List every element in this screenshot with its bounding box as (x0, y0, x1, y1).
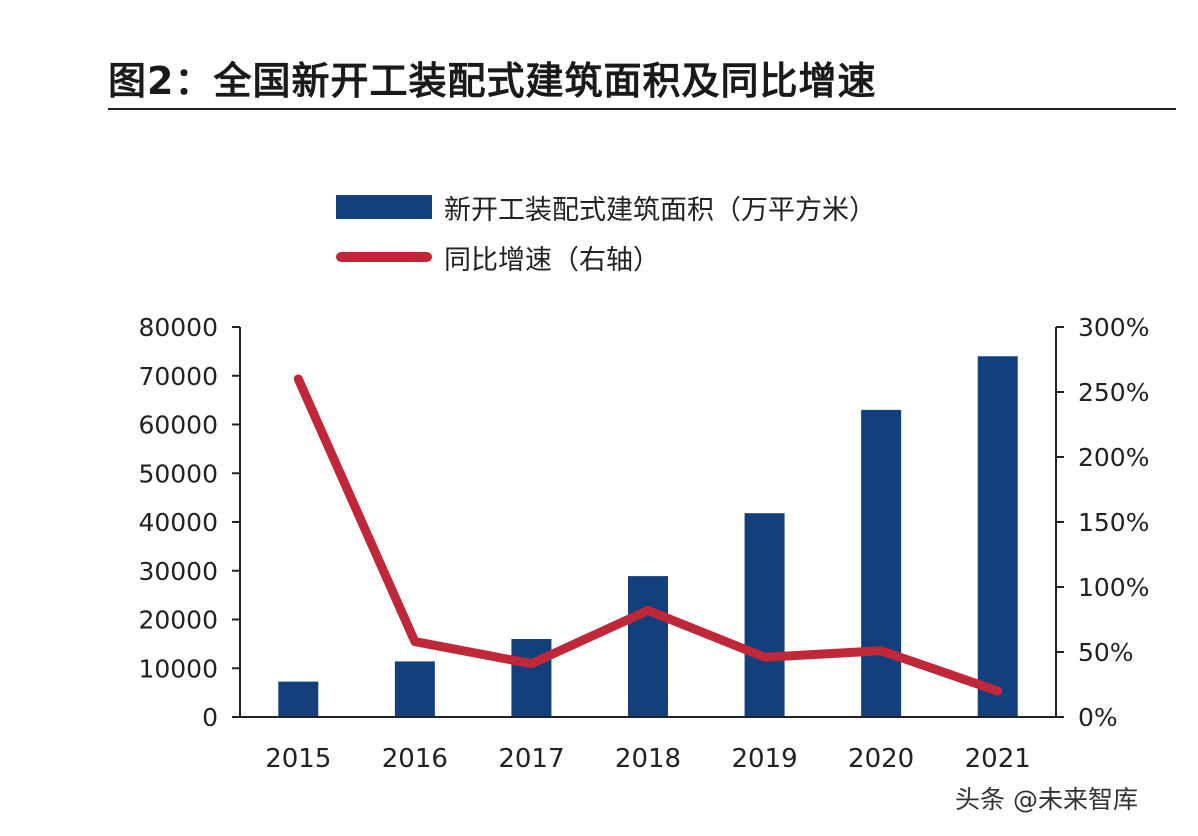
y-left-tick-label: 70000 (138, 362, 218, 391)
y-left-tick-label: 20000 (138, 606, 218, 635)
y-right-tick-label: 50% (1078, 638, 1134, 667)
bar-2017 (511, 639, 552, 717)
x-tick-label: 2017 (498, 744, 564, 774)
y-left-tick-label: 40000 (138, 508, 218, 537)
bar-2020 (861, 409, 902, 717)
x-tick-label: 2018 (615, 744, 681, 774)
x-tick-label: 2019 (731, 744, 797, 774)
y-right-tick-label: 300% (1078, 313, 1149, 342)
growth-point-2015 (297, 378, 300, 380)
x-tick-label: 2021 (965, 744, 1031, 774)
watermark: 头条 @未来智库 (955, 785, 1138, 814)
bar-2015 (278, 681, 319, 717)
bar-2016 (394, 661, 435, 717)
legend-swatch-line (336, 252, 432, 262)
y-left-tick-label: 50000 (138, 459, 218, 488)
y-left-tick-label: 0 (202, 703, 218, 732)
growth-point-2017 (530, 662, 533, 665)
legend-swatch-bar (336, 195, 432, 219)
y-right-tick-label: 100% (1078, 573, 1149, 602)
x-tick-label: 2015 (265, 744, 331, 774)
legend-item-area: 新开工装配式建筑面积（万平方米） (336, 182, 876, 232)
y-left-tick-label: 80000 (138, 313, 218, 342)
y-right-tick-label: 200% (1078, 443, 1149, 472)
legend-item-growth: 同比增速（右轴） (336, 232, 876, 282)
growth-point-2019 (763, 656, 766, 659)
title-divider (108, 108, 1176, 110)
y-right-tick-label: 150% (1078, 508, 1149, 537)
bar-2021 (977, 356, 1018, 717)
growth-point-2021 (996, 690, 999, 692)
x-tick-label: 2020 (848, 744, 914, 774)
legend-label-area: 新开工装配式建筑面积（万平方米） (444, 194, 876, 226)
x-tick-label: 2016 (382, 744, 448, 774)
y-left-tick-label: 30000 (138, 557, 218, 586)
growth-point-2016 (413, 640, 416, 643)
figure-title: 图2：全国新开工装配式建筑面积及同比增速 (108, 59, 877, 103)
y-right-tick-label: 250% (1078, 378, 1149, 407)
chart-legend: 新开工装配式建筑面积（万平方米） 同比增速（右轴） (336, 182, 876, 282)
y-left-tick-label: 60000 (138, 411, 218, 440)
y-right-tick-label: 0% (1078, 703, 1118, 732)
growth-point-2018 (647, 609, 649, 612)
growth-point-2020 (880, 649, 883, 652)
legend-label-growth: 同比增速（右轴） (444, 244, 660, 276)
y-left-tick-label: 10000 (138, 654, 218, 683)
bar-2018 (628, 576, 668, 717)
bar-2019 (744, 513, 785, 717)
